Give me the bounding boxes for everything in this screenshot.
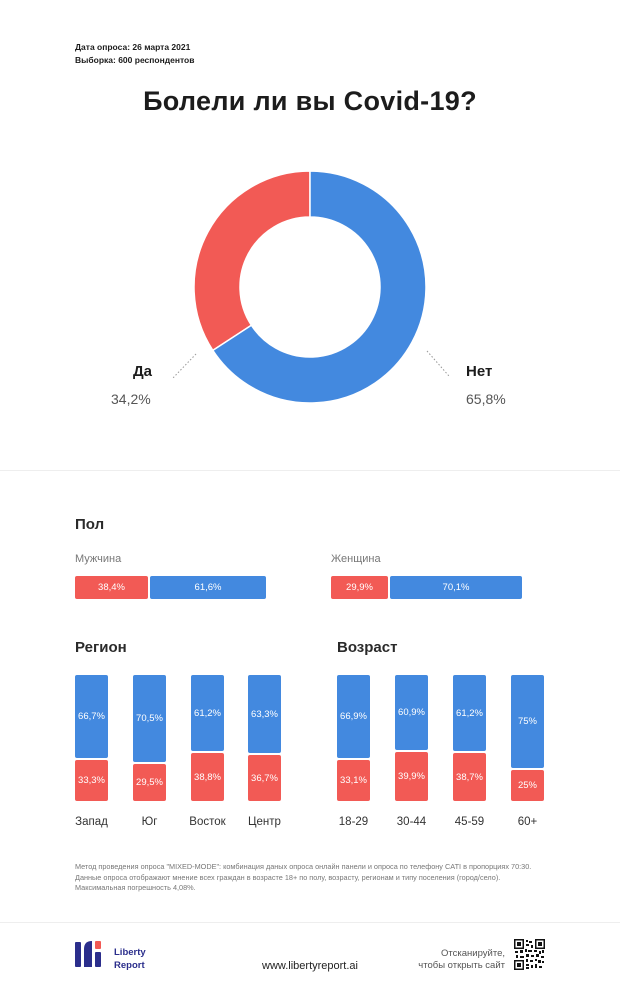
donut-value-no: 65,8% xyxy=(466,391,506,407)
region-bar-no: 70,5% xyxy=(133,675,166,762)
age-category-label: 30-44 xyxy=(396,816,427,828)
donut-slice-no xyxy=(211,170,427,404)
footer-divider xyxy=(0,922,620,923)
survey-date: Дата опроса: 26 марта 2021 xyxy=(75,42,191,52)
region-category-label: Запад xyxy=(75,816,108,828)
site-url-link[interactable]: www.libertyreport.ai xyxy=(262,960,358,972)
scan-instructions: Отсканируйте, чтобы открыть сайт xyxy=(355,948,505,972)
donut-chart xyxy=(171,170,450,404)
gender-bar-yes: 29,9% xyxy=(331,576,388,599)
region-bar-yes: 33,3% xyxy=(75,760,108,801)
age-bar-no: 66,9% xyxy=(337,675,370,758)
donut-label-no: Нет xyxy=(466,363,493,380)
donut-label-yes: Да xyxy=(133,363,153,380)
region-bar-yes: 38,8% xyxy=(191,753,224,801)
age-bar-yes: 38,7% xyxy=(453,753,486,801)
donut-value-yes: 34,2% xyxy=(111,391,151,407)
region-bar-no: 63,3% xyxy=(248,675,281,753)
age-bar-no: 60,9% xyxy=(395,675,428,750)
region-bar-no: 66,7% xyxy=(75,675,108,758)
gender-bar-yes: 38,4% xyxy=(75,576,148,599)
scan-line-2: чтобы открыть сайт xyxy=(418,960,505,971)
age-section-title: Возраст xyxy=(337,639,398,656)
gender-bar-no: 70,1% xyxy=(390,576,522,599)
age-bar-yes: 39,9% xyxy=(395,752,428,801)
gender-label-female: Женщина xyxy=(331,553,381,565)
leader-line-yes xyxy=(171,353,197,380)
age-bar-yes: 25% xyxy=(511,770,544,801)
section-divider xyxy=(0,470,620,471)
page-title: Болели ли вы Covid-19? xyxy=(143,86,477,116)
scan-line-1: Отсканируйте, xyxy=(441,948,505,959)
method-note: Метод проведения опроса "MIXED-MODE": ко… xyxy=(75,862,532,892)
region-category-label: Центр xyxy=(248,816,281,828)
gender-bar-no: 61,6% xyxy=(150,576,266,599)
liberty-report-logo-icon[interactable] xyxy=(75,938,109,968)
logo-text[interactable]: Liberty Report xyxy=(114,947,146,972)
age-category-label: 60+ xyxy=(517,816,538,828)
age-bar-no: 61,2% xyxy=(453,675,486,751)
age-category-label: 18-29 xyxy=(338,816,369,828)
region-category-label: Восток xyxy=(189,816,226,828)
survey-sample: Выборка: 600 респондентов xyxy=(75,55,195,65)
qr-code-icon[interactable] xyxy=(514,939,545,970)
age-bar-no: 75% xyxy=(511,675,544,768)
logo-text-line1: Liberty xyxy=(114,947,146,958)
region-category-label: Юг xyxy=(141,816,158,828)
region-bar-no: 61,2% xyxy=(191,675,224,751)
region-section-title: Регион xyxy=(75,639,127,656)
age-category-label: 45-59 xyxy=(454,816,485,828)
logo-text-line2: Report xyxy=(114,959,145,971)
leader-line-no xyxy=(426,350,450,377)
age-bar-yes: 33,1% xyxy=(337,760,370,801)
gender-section-title: Пол xyxy=(75,516,105,533)
gender-label-male: Мужчина xyxy=(75,553,122,565)
region-bar-yes: 29,5% xyxy=(133,764,166,801)
region-bar-yes: 36,7% xyxy=(248,755,281,801)
donut-slice-yes xyxy=(193,170,311,352)
